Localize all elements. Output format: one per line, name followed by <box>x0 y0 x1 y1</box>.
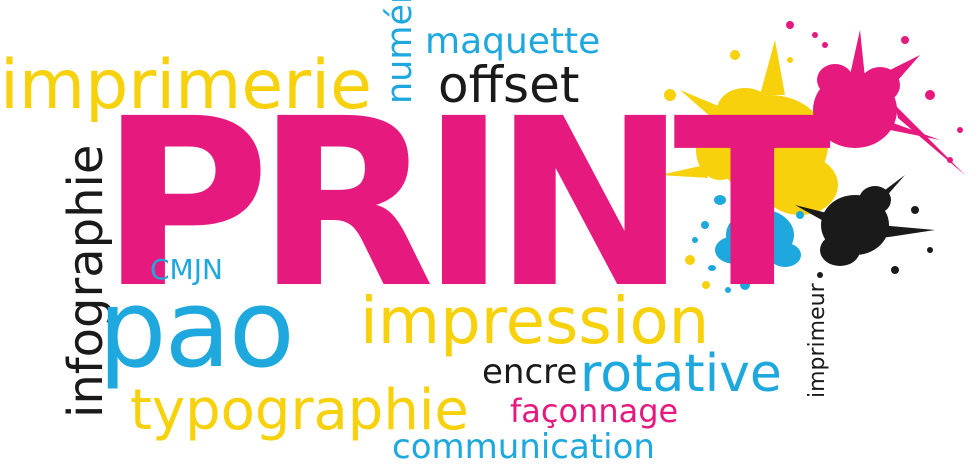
word-imprimerie: imprimerie <box>0 46 372 125</box>
print-heading: PRINT <box>100 69 831 339</box>
word-communication: communication <box>392 427 655 466</box>
word-faconnage: façonnage <box>510 392 679 430</box>
cyan-splash <box>692 195 804 293</box>
black-splash <box>795 175 935 278</box>
word-rotative: rotative <box>580 344 782 404</box>
word-maquette: maquette <box>425 21 601 62</box>
word-impression: impression <box>360 285 710 359</box>
word-imprimeur: imprimeur <box>805 283 830 398</box>
word-cmjn: CMJN <box>150 256 223 284</box>
word-encre: encre <box>482 352 578 392</box>
word-numerique: numérique <box>380 0 420 104</box>
yellow-splash <box>638 40 854 289</box>
word-offset: offset <box>438 56 580 114</box>
cmjn-label: CMJN <box>150 253 223 286</box>
word-typographie: typographie <box>130 378 469 443</box>
magenta-splash <box>786 21 965 175</box>
word-pao: pao <box>98 267 295 392</box>
